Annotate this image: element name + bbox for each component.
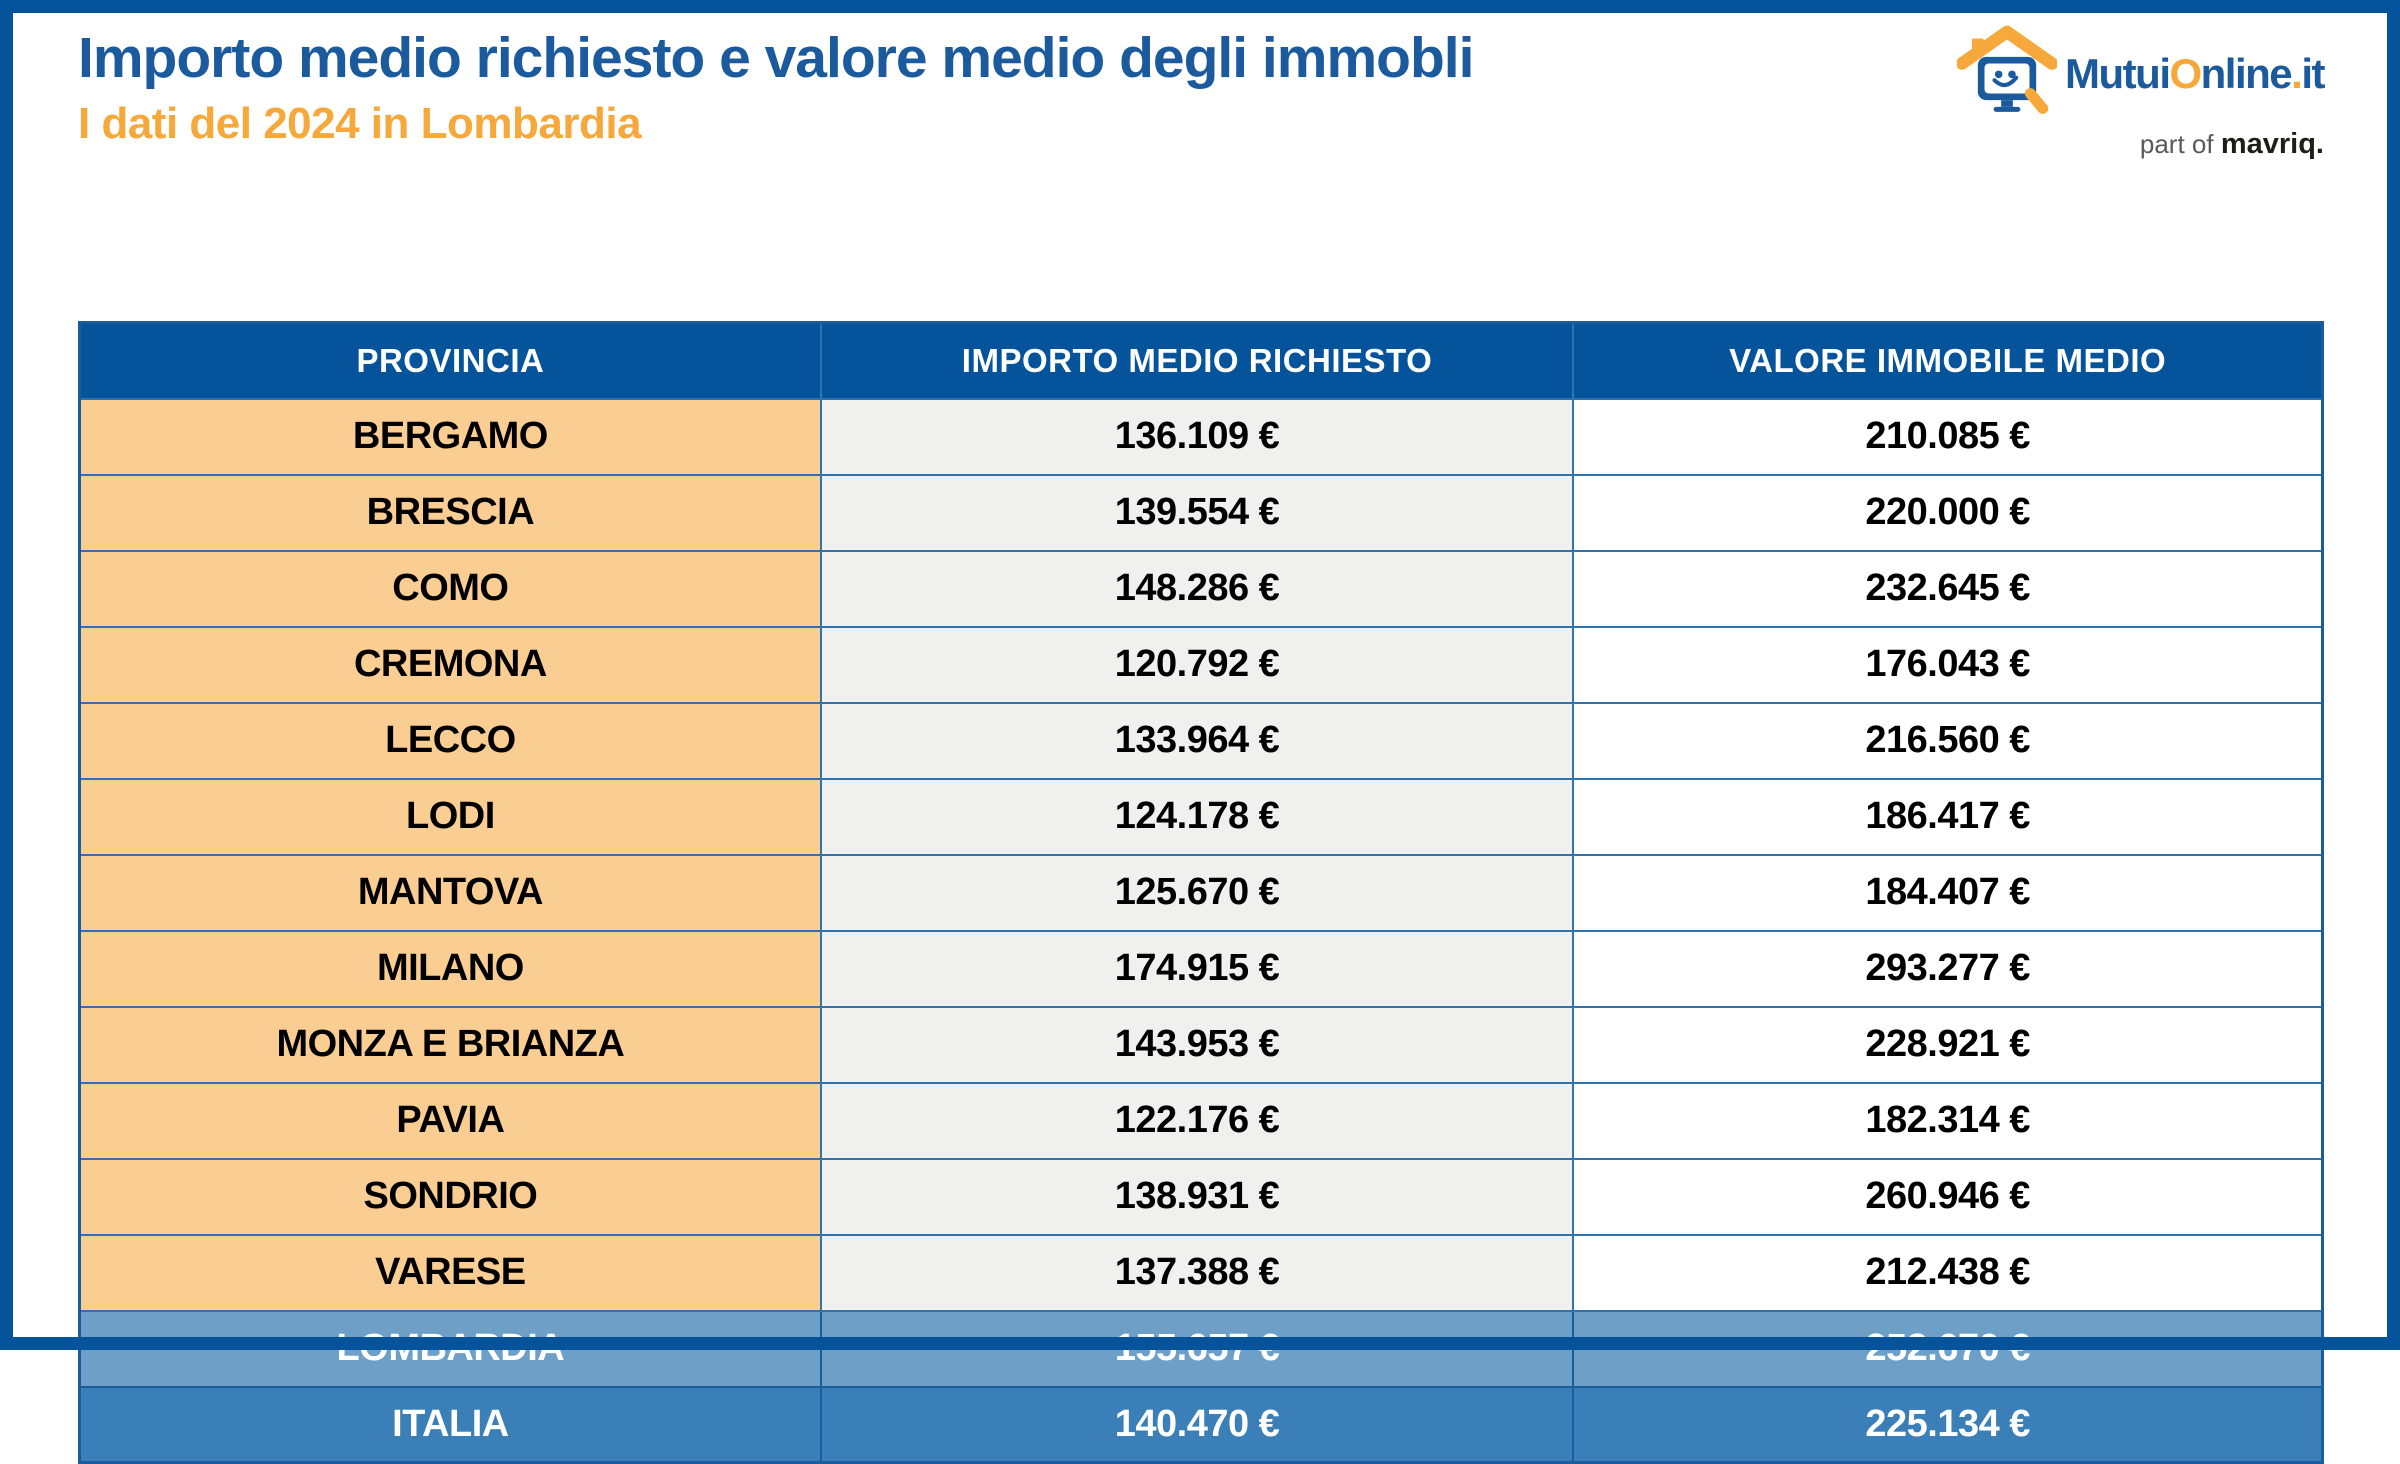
table-row: PAVIA 122.176 € 182.314 € (78, 1081, 2324, 1160)
tagline-prefix: part of (2139, 129, 2221, 159)
importo-cell: 122.176 € (819, 1081, 1575, 1160)
valore-cell: 228.921 € (1572, 1005, 2324, 1084)
province-cell: MONZA E BRIANZA (78, 1005, 822, 1084)
valore-cell: 184.407 € (1572, 853, 2324, 932)
valore-cell: 225.134 € (1572, 1385, 2324, 1464)
valore-cell: 252.670 € (1572, 1309, 2324, 1388)
brand-wordmark: MutuiOnline.it (2065, 49, 2325, 98)
province-cell: MANTOVA (78, 853, 822, 932)
wordmark-dot: . (2291, 49, 2303, 97)
wordmark-o: O (2169, 49, 2202, 97)
valore-cell: 216.560 € (1572, 701, 2324, 780)
table-row: MONZA E BRIANZA 143.953 € 228.921 € (78, 1005, 2324, 1084)
importo-cell: 148.286 € (819, 549, 1575, 628)
province-cell: LECCO (78, 701, 822, 780)
valore-cell: 210.085 € (1572, 397, 2324, 476)
wordmark-nline: nline (2200, 49, 2293, 97)
summary-row-italia: ITALIA 140.470 € 225.134 € (78, 1385, 2324, 1464)
valore-cell: 293.277 € (1572, 929, 2324, 1008)
importo-cell: 143.953 € (819, 1005, 1575, 1084)
valore-cell: 176.043 € (1572, 625, 2324, 704)
importo-cell: 124.178 € (819, 777, 1575, 856)
province-cell: MILANO (78, 929, 822, 1008)
col-header-importo: IMPORTO MEDIO RICHIESTO (819, 321, 1575, 400)
province-cell: BRESCIA (78, 473, 822, 552)
valore-cell: 232.645 € (1572, 549, 2324, 628)
table-row: BERGAMO 136.109 € 210.085 € (78, 397, 2324, 476)
col-header-valore: VALORE IMMOBILE MEDIO (1572, 321, 2324, 400)
importo-cell: 120.792 € (819, 625, 1575, 704)
province-cell: ITALIA (78, 1385, 822, 1464)
province-cell: LODI (78, 777, 822, 856)
wordmark-it: it (2301, 49, 2325, 97)
importo-cell: 137.388 € (819, 1233, 1575, 1312)
table-row: MANTOVA 125.670 € 184.407 € (78, 853, 2324, 932)
valore-cell: 182.314 € (1572, 1081, 2324, 1160)
table-row: LODI 124.178 € 186.417 € (78, 777, 2324, 856)
province-cell: VARESE (78, 1233, 822, 1312)
importo-cell: 125.670 € (819, 853, 1575, 932)
wordmark-mutui: Mutui (2065, 49, 2171, 97)
table-row: BRESCIA 139.554 € 220.000 € (78, 473, 2324, 552)
province-cell: SONDRIO (78, 1157, 822, 1236)
brand-logo: MutuiOnline.it part of mavriq. (1955, 23, 2325, 161)
house-monitor-magnifier-icon (1955, 23, 2059, 124)
table-row: SONDRIO 138.931 € 260.946 € (78, 1157, 2324, 1236)
data-table: PROVINCIA IMPORTO MEDIO RICHIESTO VALORE… (78, 321, 2324, 1464)
table-row: VARESE 137.388 € 212.438 € (78, 1233, 2324, 1312)
valore-cell: 220.000 € (1572, 473, 2324, 552)
tagline-brand: mavriq. (2220, 128, 2324, 160)
table-row: COMO 148.286 € 232.645 € (78, 549, 2324, 628)
importo-cell: 136.109 € (819, 397, 1575, 476)
page-title: Importo medio richiesto e valore medio d… (78, 26, 1474, 90)
importo-cell: 155.657 € (819, 1309, 1575, 1388)
table-row: LECCO 133.964 € 216.560 € (78, 701, 2324, 780)
table-row: CREMONA 120.792 € 176.043 € (78, 625, 2324, 704)
importo-cell: 140.470 € (819, 1385, 1575, 1464)
valore-cell: 260.946 € (1572, 1157, 2324, 1236)
province-cell: CREMONA (78, 625, 822, 704)
table-row: MILANO 174.915 € 293.277 € (78, 929, 2324, 1008)
page-subtitle: I dati del 2024 in Lombardia (78, 98, 642, 148)
importo-cell: 138.931 € (819, 1157, 1575, 1236)
importo-cell: 174.915 € (819, 929, 1575, 1008)
valore-cell: 212.438 € (1572, 1233, 2324, 1312)
content-area: Importo medio richiesto e valore medio d… (78, 13, 2325, 1464)
province-cell: COMO (78, 549, 822, 628)
table-header-row: PROVINCIA IMPORTO MEDIO RICHIESTO VALORE… (78, 321, 2324, 400)
summary-row-lombardia: LOMBARDIA 155.657 € 252.670 € (78, 1309, 2324, 1388)
brand-tagline: part of mavriq. (2140, 128, 2324, 161)
valore-cell: 186.417 € (1572, 777, 2324, 856)
province-cell: BERGAMO (78, 397, 822, 476)
importo-cell: 139.554 € (819, 473, 1575, 552)
province-cell: LOMBARDIA (78, 1309, 822, 1388)
importo-cell: 133.964 € (819, 701, 1575, 780)
col-header-provincia: PROVINCIA (78, 321, 822, 400)
province-cell: PAVIA (78, 1081, 822, 1160)
